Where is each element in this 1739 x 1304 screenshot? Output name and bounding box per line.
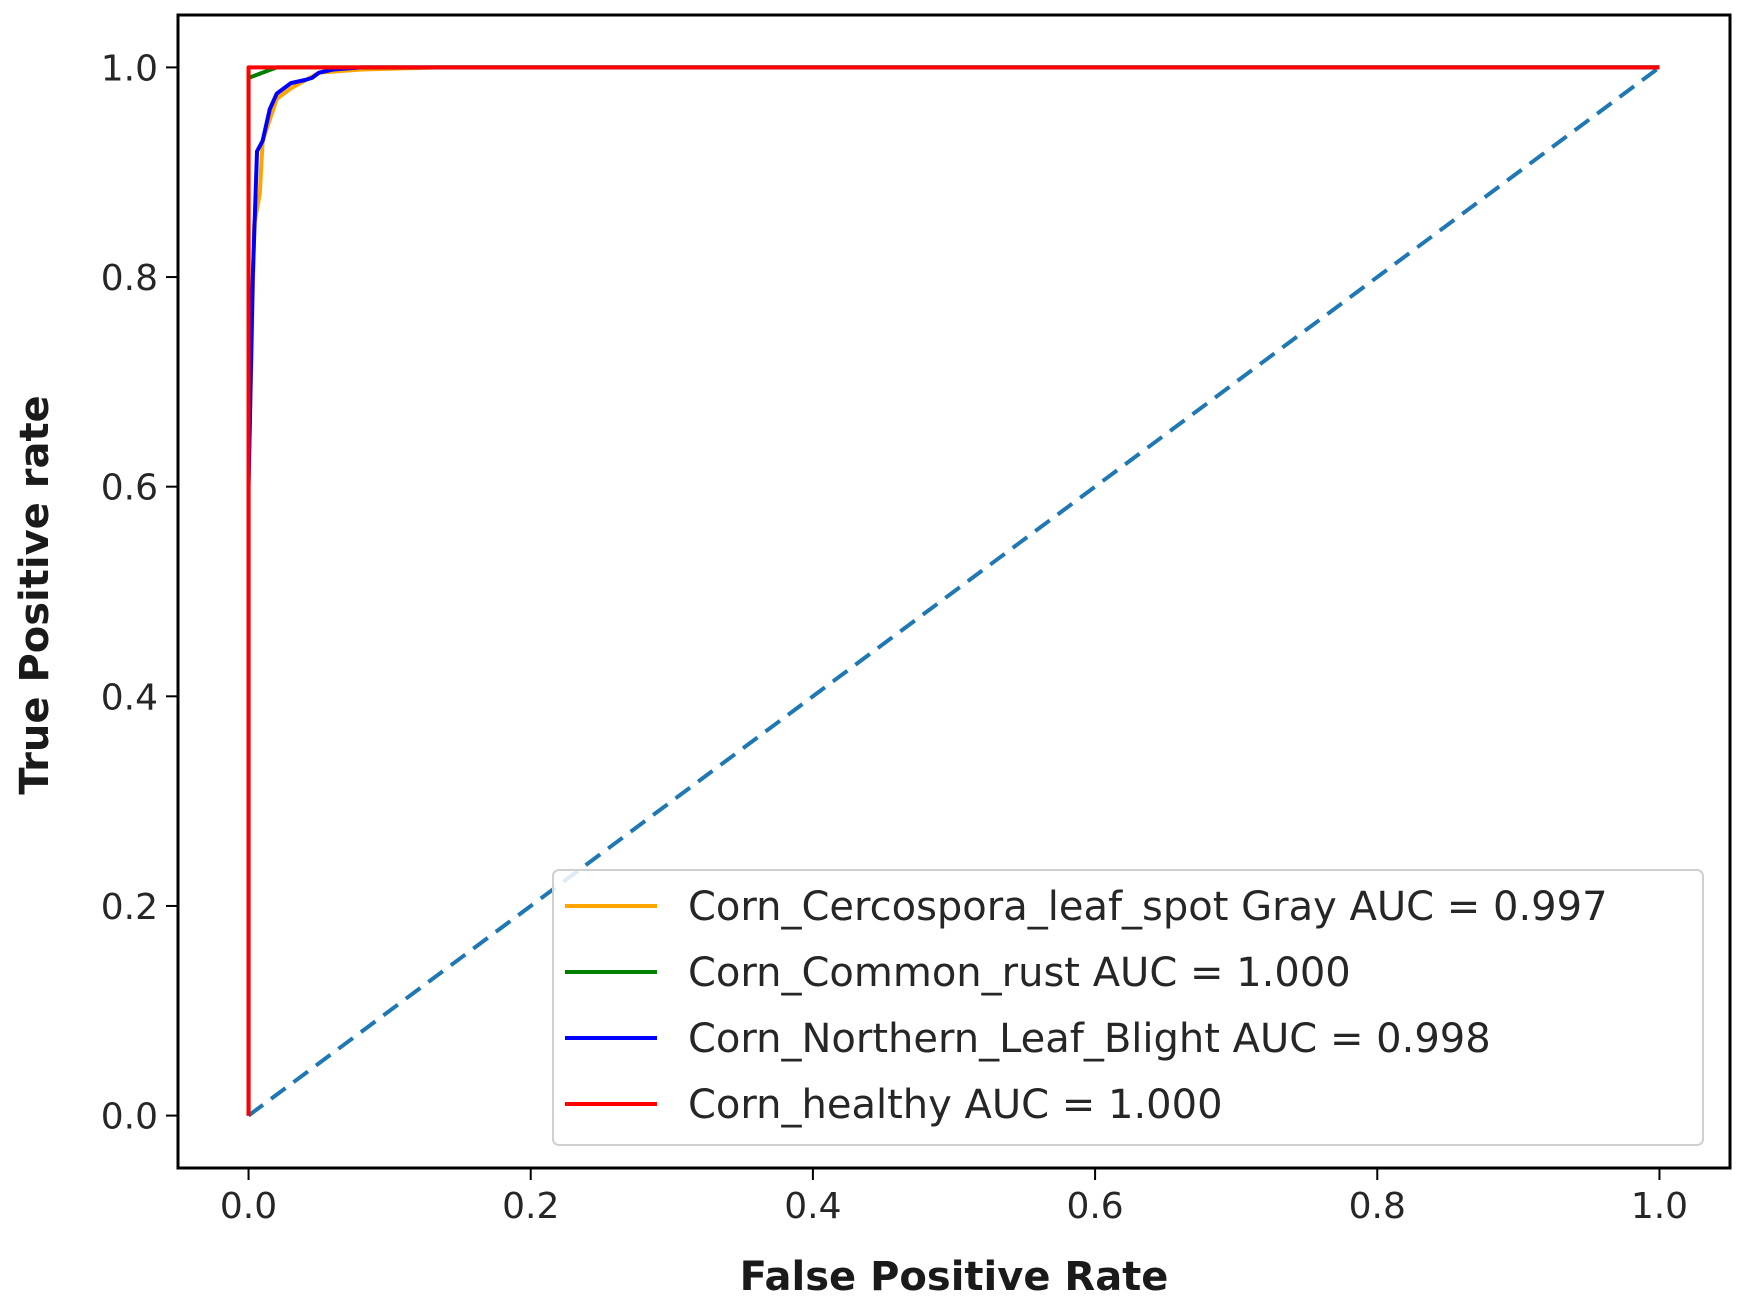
y-tick-label: 0.6 — [101, 468, 158, 509]
y-tick-label: 0.4 — [101, 677, 158, 718]
plot-area — [246, 65, 1661, 1118]
x-tick-label: 0.6 — [1066, 1186, 1123, 1227]
axes-frame — [176, 13, 1732, 1170]
y-tick-label: 0.8 — [101, 258, 158, 299]
x-tick-label: 0.2 — [502, 1186, 559, 1227]
x-tick-label: 0.8 — [1349, 1186, 1406, 1227]
legend-entry-label: Corn_Northern_Leaf_Blight AUC = 0.998 — [688, 1016, 1491, 1062]
reference-diagonal-line — [247, 65, 1661, 1118]
legend-box — [552, 869, 1704, 1146]
x-axis-ticks: 0.0 0.2 0.4 0.6 0.8 1.0 — [220, 1168, 1688, 1227]
y-tick-label: 0.2 — [101, 887, 158, 928]
legend-entry-label: Corn_Cercospora_leaf_spot Gray AUC = 0.9… — [688, 884, 1608, 930]
legend-entry-label: Corn_Common_rust AUC = 1.000 — [688, 950, 1351, 996]
roc-series-line-3 — [246, 65, 1660, 1116]
y-axis-label: True Positive rate — [12, 395, 58, 794]
x-axis-label: False Positive Rate — [740, 1254, 1169, 1300]
x-tick-label: 1.0 — [1631, 1186, 1688, 1227]
y-axis-ticks: 0.0 0.2 0.4 0.6 0.8 1.0 — [101, 48, 178, 1138]
y-tick-label: 0.0 — [101, 1097, 158, 1138]
x-tick-label: 0.4 — [784, 1186, 841, 1227]
y-tick-label: 1.0 — [101, 48, 158, 89]
roc-series-line-4 — [246, 65, 1660, 1116]
legend-entry-label: Corn_healthy AUC = 1.000 — [688, 1082, 1223, 1128]
x-tick-label: 0.0 — [220, 1186, 277, 1227]
legend: Corn_Cercospora_leaf_spot Gray AUC = 0.9… — [552, 869, 1704, 1146]
